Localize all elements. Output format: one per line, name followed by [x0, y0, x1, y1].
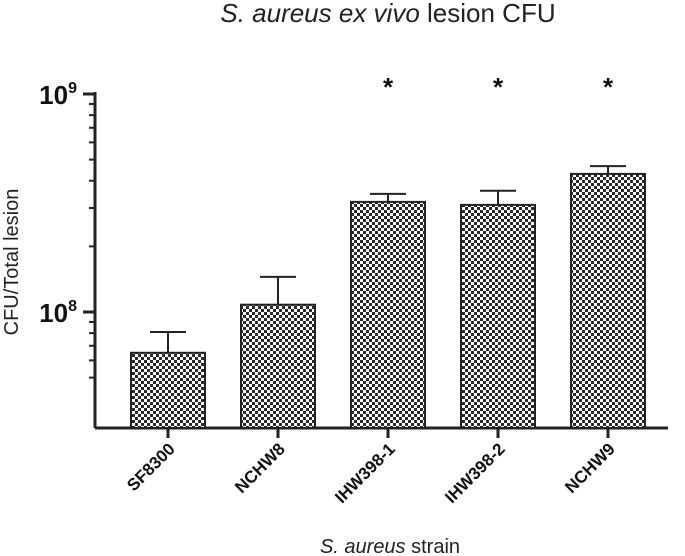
- y-tick-label-0: 108: [39, 298, 77, 328]
- chart-title-rest: lesion CFU: [420, 0, 556, 28]
- plot-area: 108 109 SF8300 NCHW8 IHW398-1 * IHW398-2 * NCHW9…: [39, 72, 668, 507]
- x-tick-label-SF8300: SF8300: [123, 439, 179, 495]
- x-axis-label-italic: S. aureus: [320, 536, 406, 556]
- x-tick-label-IHW398-2: IHW398-2: [441, 439, 509, 507]
- bar-NCHW9: [570, 172, 646, 429]
- x-tick-label-IHW398-1: IHW398-1: [331, 439, 399, 507]
- bar-SF8300: [130, 351, 206, 429]
- x-tick-label-NCHW8: NCHW8: [231, 439, 289, 497]
- y-tick-label-1: 109: [39, 80, 77, 110]
- bar-NCHW8: [240, 303, 316, 429]
- chart-title-italic: S. aureus ex vivo: [220, 0, 419, 28]
- bar-IHW398-1: [350, 200, 426, 429]
- x-tick-label-NCHW9: NCHW9: [561, 439, 619, 497]
- chart-title: S. aureus ex vivo lesion CFU: [220, 0, 555, 28]
- y-axis-label: CFU/Total lesion: [1, 189, 23, 336]
- x-axis-label: S. aureus strain: [320, 536, 460, 556]
- significance-marker-NCHW9: *: [603, 72, 614, 102]
- bar-IHW398-2: [460, 203, 536, 429]
- significance-marker-IHW398-2: *: [493, 72, 504, 102]
- x-axis-label-rest: strain: [406, 536, 460, 556]
- significance-marker-IHW398-1: *: [383, 72, 394, 102]
